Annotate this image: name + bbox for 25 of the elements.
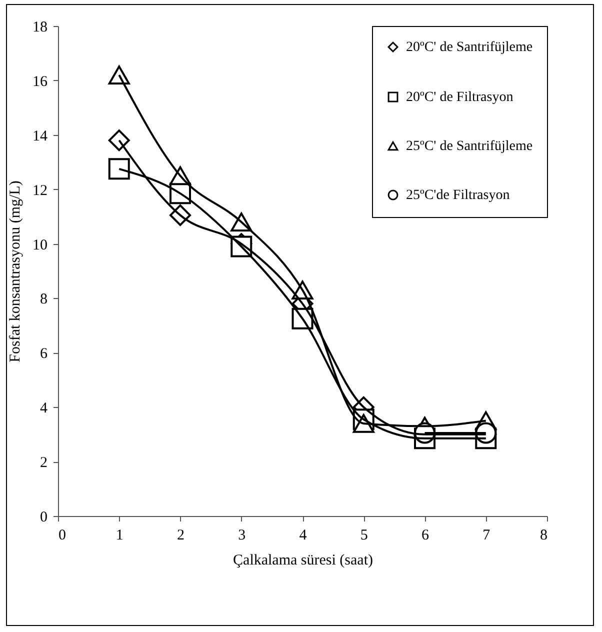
x-tick-label: 2	[177, 528, 184, 544]
x-tick-label: 0	[58, 528, 66, 544]
y-axis-title: Fosfat konsantrasyonu (mg/L)	[8, 180, 24, 362]
y-tick-label: 16	[32, 74, 48, 90]
x-tick-label: 4	[299, 528, 308, 544]
legend-label: 20ºC' de Santrifüjleme	[406, 40, 533, 55]
x-tick-label: 8	[540, 528, 548, 544]
y-tick-label: 4	[40, 400, 48, 417]
x-tick-label: 5	[360, 528, 368, 544]
x-tick-label: 7	[482, 528, 491, 544]
x-tick-label: 1	[116, 528, 124, 544]
legend-label: 25ºC'de Filtrasyon	[406, 188, 510, 203]
y-tick-label: 6	[40, 346, 48, 362]
x-tick-label: 3	[238, 528, 246, 544]
y-tick-label: 8	[40, 292, 48, 308]
y-tick-label: 14	[32, 128, 48, 144]
y-tick-label: 12	[32, 182, 48, 199]
y-tick-label: 2	[40, 455, 48, 472]
x-axis-title: Çalkalama süresi (saat)	[233, 552, 373, 568]
legend-label: 20ºC' de Filtrasyon	[406, 90, 514, 105]
y-tick-label: 18	[32, 20, 48, 36]
y-tick-label: 0	[40, 510, 48, 526]
y-tick-label: 10	[32, 237, 48, 254]
x-tick-label: 6	[422, 528, 430, 544]
legend-label: 25ºC' de Santrifüjleme	[406, 139, 533, 154]
